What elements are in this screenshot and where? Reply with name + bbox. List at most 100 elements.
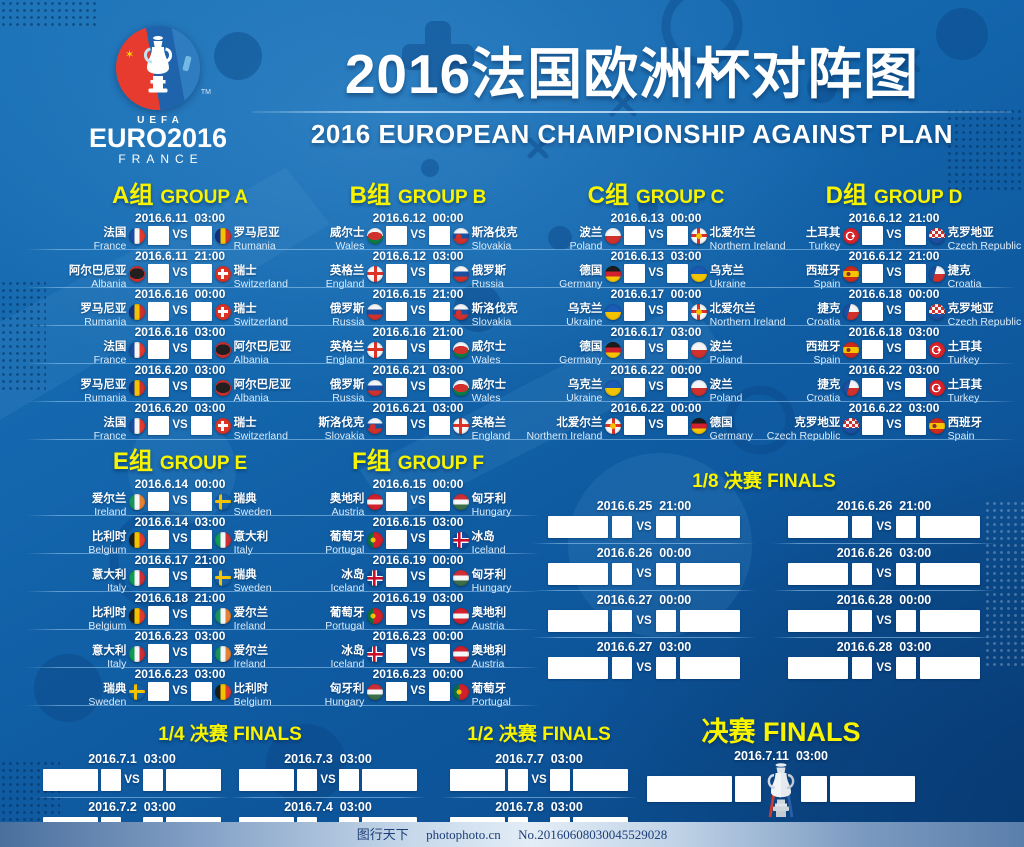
score-box[interactable] <box>190 530 212 549</box>
score-box[interactable] <box>624 416 646 435</box>
score-box[interactable] <box>428 226 450 245</box>
score-box[interactable] <box>801 776 827 802</box>
score-box[interactable] <box>904 226 926 245</box>
score-box[interactable] <box>852 516 873 538</box>
team-box[interactable] <box>548 610 609 632</box>
score-box[interactable] <box>148 682 170 701</box>
score-box[interactable] <box>624 226 646 245</box>
score-box[interactable] <box>612 657 633 679</box>
score-box[interactable] <box>190 264 212 283</box>
team-box[interactable] <box>919 610 980 632</box>
score-box[interactable] <box>895 610 916 632</box>
score-box[interactable] <box>624 302 646 321</box>
score-box[interactable] <box>508 769 529 791</box>
team-box[interactable] <box>239 769 295 791</box>
score-box[interactable] <box>190 682 212 701</box>
team-box[interactable] <box>788 657 849 679</box>
score-box[interactable] <box>852 563 873 585</box>
score-box[interactable] <box>612 563 633 585</box>
score-box[interactable] <box>190 606 212 625</box>
team-box[interactable] <box>165 769 221 791</box>
score-box[interactable] <box>190 302 212 321</box>
score-box[interactable] <box>148 530 170 549</box>
score-box[interactable] <box>612 610 633 632</box>
score-box[interactable] <box>148 568 170 587</box>
team-box[interactable] <box>361 769 417 791</box>
team-box[interactable] <box>548 657 609 679</box>
score-box[interactable] <box>862 378 884 397</box>
score-box[interactable] <box>666 340 688 359</box>
score-box[interactable] <box>428 340 450 359</box>
score-box[interactable] <box>190 340 212 359</box>
score-box[interactable] <box>386 530 408 549</box>
team-box[interactable] <box>830 776 915 802</box>
score-box[interactable] <box>895 563 916 585</box>
score-box[interactable] <box>148 302 170 321</box>
score-box[interactable] <box>190 416 212 435</box>
score-box[interactable] <box>428 264 450 283</box>
score-box[interactable] <box>148 644 170 663</box>
score-box[interactable] <box>862 302 884 321</box>
score-box[interactable] <box>386 340 408 359</box>
score-box[interactable] <box>862 340 884 359</box>
score-box[interactable] <box>428 530 450 549</box>
score-box[interactable] <box>386 492 408 511</box>
score-box[interactable] <box>297 769 318 791</box>
score-box[interactable] <box>386 264 408 283</box>
score-box[interactable] <box>386 302 408 321</box>
score-box[interactable] <box>666 378 688 397</box>
score-box[interactable] <box>895 516 916 538</box>
score-box[interactable] <box>655 563 676 585</box>
team-box[interactable] <box>572 769 628 791</box>
score-box[interactable] <box>862 416 884 435</box>
team-box[interactable] <box>647 776 732 802</box>
score-box[interactable] <box>148 378 170 397</box>
score-box[interactable] <box>386 416 408 435</box>
score-box[interactable] <box>428 606 450 625</box>
score-box[interactable] <box>338 769 359 791</box>
team-box[interactable] <box>450 769 506 791</box>
score-box[interactable] <box>386 682 408 701</box>
score-box[interactable] <box>904 416 926 435</box>
team-box[interactable] <box>788 563 849 585</box>
score-box[interactable] <box>190 644 212 663</box>
score-box[interactable] <box>428 492 450 511</box>
score-box[interactable] <box>386 226 408 245</box>
score-box[interactable] <box>666 302 688 321</box>
team-box[interactable] <box>679 657 740 679</box>
score-box[interactable] <box>428 378 450 397</box>
score-box[interactable] <box>428 682 450 701</box>
team-box[interactable] <box>919 657 980 679</box>
score-box[interactable] <box>666 264 688 283</box>
team-box[interactable] <box>788 516 849 538</box>
score-box[interactable] <box>386 644 408 663</box>
score-box[interactable] <box>148 416 170 435</box>
team-box[interactable] <box>679 610 740 632</box>
score-box[interactable] <box>190 378 212 397</box>
score-box[interactable] <box>852 657 873 679</box>
score-box[interactable] <box>895 657 916 679</box>
score-box[interactable] <box>624 378 646 397</box>
score-box[interactable] <box>624 264 646 283</box>
score-box[interactable] <box>428 302 450 321</box>
score-box[interactable] <box>386 378 408 397</box>
score-box[interactable] <box>148 264 170 283</box>
team-box[interactable] <box>679 516 740 538</box>
score-box[interactable] <box>428 644 450 663</box>
score-box[interactable] <box>612 516 633 538</box>
score-box[interactable] <box>148 492 170 511</box>
team-box[interactable] <box>919 563 980 585</box>
score-box[interactable] <box>386 568 408 587</box>
score-box[interactable] <box>904 340 926 359</box>
score-box[interactable] <box>735 776 761 802</box>
score-box[interactable] <box>386 606 408 625</box>
score-box[interactable] <box>148 606 170 625</box>
score-box[interactable] <box>624 340 646 359</box>
score-box[interactable] <box>904 264 926 283</box>
score-box[interactable] <box>666 226 688 245</box>
team-box[interactable] <box>788 610 849 632</box>
score-box[interactable] <box>428 416 450 435</box>
score-box[interactable] <box>655 657 676 679</box>
score-box[interactable] <box>666 416 688 435</box>
score-box[interactable] <box>101 769 122 791</box>
